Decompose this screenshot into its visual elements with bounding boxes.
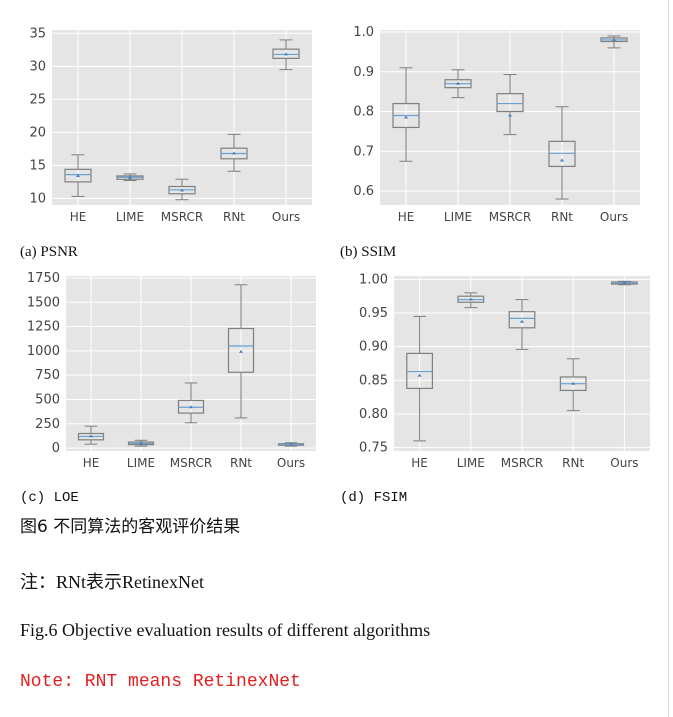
y-tick-label: 0.75	[359, 441, 388, 456]
caption-loe: (c) LOE	[20, 490, 79, 506]
psnr-boxplot: 10 15 20 25 30 35 HE LIME MSRCR RNt Ours	[29, 26, 312, 224]
mean-marker	[232, 151, 236, 155]
mean-marker	[468, 297, 473, 301]
note-cn: 注：RNt表示RetinexNet	[20, 572, 204, 592]
y-tick-label: 35	[29, 26, 46, 41]
box-msrcr	[496, 93, 524, 113]
x-tick-label: MSRCR	[170, 456, 212, 470]
x-tick-label: RNt	[223, 210, 245, 224]
y-tick-label: 1000	[27, 344, 60, 359]
y-tick-label: 20	[29, 125, 46, 140]
y-tick-label: 0.7	[353, 144, 374, 159]
y-tick-label: 0.9	[353, 65, 374, 80]
mean-marker	[571, 381, 576, 385]
y-tick-label: 750	[35, 368, 60, 383]
mean-marker	[508, 113, 512, 117]
box-msrcr	[508, 311, 536, 329]
box-ours	[272, 48, 300, 59]
mean-marker	[139, 441, 143, 445]
box-he	[64, 168, 92, 183]
mean-marker	[456, 81, 460, 85]
loe-boxplot: 0 250 500 750 1000 1250 1500 1750 HE LIME MSRCR RNt…	[27, 271, 316, 470]
y-tick-label: 25	[29, 92, 46, 107]
caption-psnr: (a) PSNR	[20, 244, 78, 260]
y-tick-label: 0.90	[359, 340, 388, 355]
y-tick-label: 0.80	[359, 407, 388, 422]
y-tick-label: 1.0	[353, 25, 374, 40]
page-border	[668, 0, 669, 717]
y-tick-label: 15	[29, 158, 46, 173]
x-tick-label: MSRCR	[501, 456, 543, 470]
mean-marker	[189, 405, 193, 409]
box-rnt	[227, 327, 255, 373]
y-tick-label: 1750	[27, 271, 60, 286]
y-tick-label: 1250	[27, 320, 60, 335]
x-tick-label: Ours	[277, 456, 305, 470]
y-tick-label: 0.95	[359, 306, 388, 321]
x-tick-label: Ours	[600, 210, 628, 224]
x-tick-label: LIME	[127, 456, 155, 470]
x-tick-label: LIME	[457, 456, 485, 470]
x-tick-label: HE	[411, 456, 428, 470]
ssim-boxplot: 0.6 0.7 0.8 0.9 1.0 HE LIME MSRCR RNt Ours	[353, 25, 640, 224]
x-tick-label: MSRCR	[489, 210, 531, 224]
box-he	[406, 352, 434, 390]
x-tick-label: Ours	[610, 456, 638, 470]
mean-marker	[284, 52, 288, 56]
mean-marker	[180, 188, 184, 192]
figure-title-en: Fig.6 Objective evaluation results of di…	[20, 620, 431, 640]
x-tick-label: LIME	[444, 210, 472, 224]
y-tick-label: 10	[29, 191, 46, 206]
fsim-boxplot: 0.75 0.80 0.85 0.90 0.95 1.00 HE LIME MSRCR RNt Ou…	[359, 272, 650, 470]
y-tick-label: 1500	[27, 295, 60, 310]
mean-marker	[404, 115, 408, 119]
caption-ssim: (b) SSIM	[340, 244, 397, 260]
x-tick-label: MSRCR	[161, 210, 203, 224]
mean-marker	[612, 37, 616, 41]
x-tick-label: RNt	[551, 210, 573, 224]
x-tick-label: LIME	[116, 210, 144, 224]
caption-fsim: (d) FSIM	[340, 490, 408, 506]
mean-marker	[417, 373, 422, 377]
x-tick-label: HE	[83, 456, 100, 470]
mean-marker	[76, 173, 80, 177]
y-tick-label: 30	[29, 59, 46, 74]
figure-title-cn: 图6 不同算法的客观评价结果	[20, 517, 241, 537]
y-tick-label: 500	[35, 392, 60, 407]
x-tick-label: Ours	[272, 210, 300, 224]
note-en: Note: RNT means RetinexNet	[20, 672, 301, 692]
y-tick-label: 0.8	[353, 105, 374, 120]
x-tick-label: HE	[70, 210, 87, 224]
y-tick-label: 1.00	[359, 272, 388, 287]
mean-marker	[622, 280, 627, 284]
mean-marker	[289, 442, 293, 446]
y-tick-label: 0.85	[359, 373, 388, 388]
x-tick-label: RNt	[230, 456, 252, 470]
x-tick-label: RNt	[562, 456, 584, 470]
mean-marker	[560, 158, 564, 162]
x-tick-label: HE	[398, 210, 415, 224]
y-tick-label: 0.6	[353, 184, 374, 199]
y-tick-label: 0	[52, 441, 60, 456]
mean-marker	[89, 434, 93, 438]
mean-marker	[239, 349, 243, 353]
y-tick-label: 250	[35, 417, 60, 432]
mean-marker	[520, 319, 524, 323]
mean-marker	[128, 175, 132, 179]
